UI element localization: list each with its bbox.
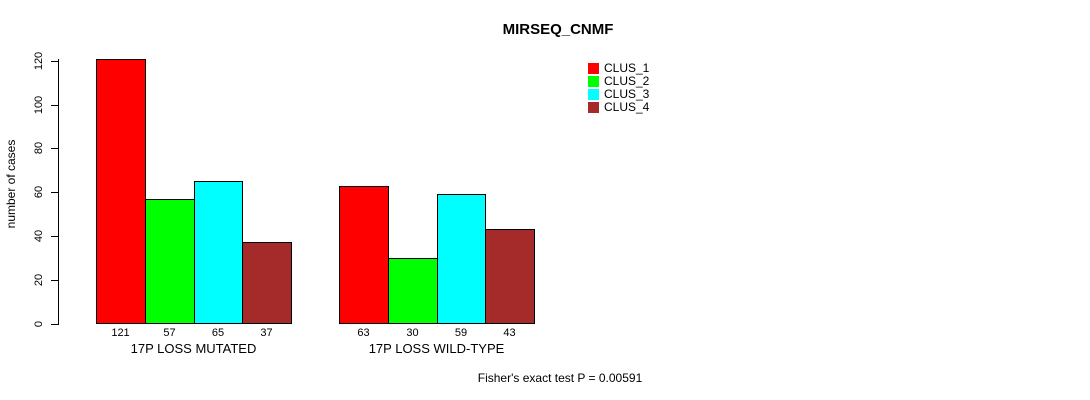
- bar-clus_1-group2: [339, 186, 389, 324]
- bar-value-label: 59: [454, 327, 468, 339]
- bar-value-label: 30: [406, 327, 419, 339]
- y-axis-tick: [51, 192, 59, 193]
- bar-clus_4-group1: [242, 242, 292, 324]
- legend-label: CLUS_4: [604, 100, 650, 114]
- y-axis-tick: [51, 61, 59, 62]
- bar-value-label: 57: [163, 327, 176, 339]
- y-axis-tick-label: 120: [33, 51, 45, 70]
- legend-swatch-clus_2: [588, 76, 599, 87]
- legend-swatch-clus_1: [588, 63, 599, 74]
- y-axis-tick-label: 80: [33, 142, 45, 155]
- y-axis-tick: [51, 280, 59, 281]
- bar-clus_3-group2: [437, 194, 486, 324]
- legend-swatch-clus_3: [588, 89, 599, 100]
- bar-clus_1-group1: [96, 59, 146, 324]
- group-label: 17P LOSS WILD-TYPE: [368, 341, 505, 356]
- y-axis-tick: [51, 324, 59, 325]
- y-axis-tick-label: 40: [33, 229, 45, 243]
- legend-item: CLUS_2: [588, 74, 650, 88]
- bar-value-label: 121: [111, 327, 130, 339]
- bar-clus_3-group1: [194, 181, 243, 324]
- legend: CLUS_1 CLUS_2 CLUS_3 CLUS_4: [588, 61, 650, 114]
- bar-value-label: 63: [357, 327, 370, 339]
- y-axis-line: [58, 59, 59, 324]
- legend-item: CLUS_3: [588, 87, 650, 101]
- y-axis-tick-label: 100: [33, 95, 45, 114]
- y-axis-tick-label: 0: [33, 320, 45, 327]
- y-axis-tick: [51, 105, 59, 106]
- group-label: 17P LOSS MUTATED: [130, 341, 257, 356]
- bar-value-label: 65: [211, 327, 225, 339]
- bar-value-label: 43: [503, 327, 516, 339]
- y-axis-tick: [51, 148, 59, 149]
- legend-swatch-clus_4: [588, 102, 599, 113]
- y-axis-tick: [51, 236, 59, 237]
- legend-label: CLUS_3: [604, 87, 650, 101]
- bar-clus_2-group1: [145, 199, 195, 324]
- bar-value-label: 37: [260, 327, 273, 339]
- legend-item: CLUS_4: [588, 100, 650, 114]
- y-axis-tick-label: 60: [33, 185, 45, 199]
- chart-title: MIRSEQ_CNMF: [502, 21, 614, 38]
- bar-clus_4-group2: [485, 229, 535, 324]
- bar-clus_2-group2: [388, 258, 438, 324]
- legend-label: CLUS_2: [604, 74, 650, 88]
- legend-label: CLUS_1: [604, 61, 650, 75]
- fisher-test-annotation: Fisher's exact test P = 0.00591: [477, 371, 643, 385]
- y-axis-tick-label: 20: [33, 273, 45, 286]
- legend-item: CLUS_1: [588, 61, 650, 75]
